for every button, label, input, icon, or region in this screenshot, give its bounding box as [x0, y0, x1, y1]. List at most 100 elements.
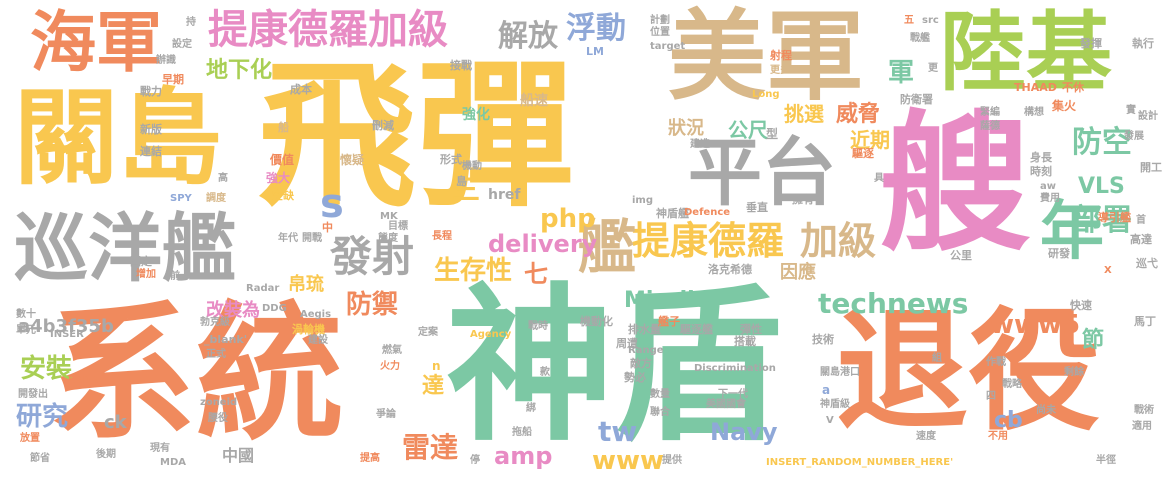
word: 戰力	[140, 85, 162, 98]
word: www	[592, 446, 665, 476]
word: MDA	[160, 457, 186, 468]
word: 節	[1082, 328, 1105, 353]
word: 浮動	[566, 11, 626, 46]
word: 彈性	[740, 323, 762, 336]
word: img	[632, 195, 654, 206]
word: 戰艦	[910, 33, 930, 44]
word: 剩餘	[1064, 367, 1084, 378]
word: 持	[186, 17, 196, 28]
word: s	[320, 181, 344, 227]
word: 排水量	[628, 323, 661, 336]
word: href	[488, 187, 521, 203]
word: 四	[986, 391, 996, 402]
word: 目標	[388, 221, 408, 232]
word: 平台	[688, 130, 836, 216]
word: a	[822, 383, 831, 397]
word: _blank'	[204, 333, 248, 346]
word: 下一代	[718, 389, 748, 400]
word: 艘	[880, 98, 1031, 272]
word: n	[432, 359, 441, 373]
word: 公里	[950, 249, 972, 262]
word: amp	[494, 442, 553, 470]
word: 組	[932, 353, 942, 364]
word: 發射	[330, 232, 415, 281]
word: 固定	[130, 255, 152, 268]
word: Missile	[624, 288, 710, 313]
word: 停	[470, 455, 480, 466]
word: 強化	[462, 107, 490, 123]
word: 聯合	[650, 407, 670, 418]
word: 船速	[520, 93, 548, 109]
word: 中國	[222, 446, 255, 465]
word: 新版	[140, 123, 162, 136]
word: 近期	[850, 128, 890, 152]
word: Aegis	[300, 309, 332, 320]
word: delivery	[488, 230, 598, 258]
word: 作戰	[986, 357, 1006, 368]
word: 馬丁	[1134, 315, 1156, 328]
word: 海軍	[30, 4, 162, 81]
word: 接戰	[450, 59, 472, 72]
word: 放置	[20, 433, 40, 444]
word: 辦識	[156, 55, 176, 66]
word: 設計	[1138, 111, 1158, 122]
word: 薩德	[980, 121, 1000, 132]
word: 洛克希德	[708, 263, 752, 276]
word: 防空	[1072, 125, 1132, 160]
word: 增加	[136, 269, 156, 280]
word: 威脅	[836, 102, 881, 127]
word: technews	[818, 287, 969, 320]
word: 空缺	[272, 189, 294, 202]
word: VLS	[1078, 174, 1125, 199]
word: 巡洋艦	[14, 206, 236, 292]
word: 費用	[1040, 193, 1060, 204]
word: 節省	[30, 453, 50, 464]
word: 調度	[206, 193, 226, 204]
word: 機動	[462, 161, 482, 172]
word: 驅逐	[852, 147, 874, 160]
word: aw	[1040, 181, 1056, 192]
word: MK	[380, 211, 398, 222]
word: ck	[104, 412, 127, 433]
word: 改裝為	[206, 300, 260, 321]
word: 研發	[1048, 247, 1070, 260]
word: target	[650, 41, 686, 52]
word: 機動化	[580, 315, 613, 328]
word: 渦輪機	[292, 323, 325, 336]
word: 形式	[440, 153, 462, 166]
word: 設定	[172, 39, 192, 50]
word: 防衛署	[900, 93, 933, 106]
word: 關島港口	[820, 367, 860, 378]
word: 具	[874, 173, 884, 184]
word: 速度	[916, 431, 936, 442]
word: 尚未	[1036, 405, 1056, 416]
word: 腰役	[208, 413, 228, 424]
word: X	[1104, 265, 1112, 276]
word: 綁	[526, 403, 536, 414]
word: 搭載	[734, 335, 756, 348]
word: 船	[278, 121, 289, 134]
word: 加級	[800, 219, 877, 263]
word: 地下化	[206, 58, 273, 83]
word: 緊編	[980, 107, 1000, 118]
word: 高	[218, 173, 228, 184]
word: 計劃	[650, 15, 670, 26]
word: 發展	[1124, 131, 1144, 142]
word: 研究	[16, 402, 69, 432]
word: 陸基	[940, 3, 1112, 103]
word: 構想	[1024, 107, 1044, 118]
word: 防禦	[346, 290, 399, 320]
word: 退役	[836, 295, 1100, 449]
word: 長程	[432, 231, 452, 242]
word: 神盾級	[820, 399, 850, 410]
word: 價值	[270, 153, 295, 167]
word: 不休	[1062, 81, 1084, 94]
word: 軍	[888, 58, 915, 88]
word: 爭論	[376, 409, 396, 420]
word: 更	[928, 63, 938, 74]
word: 巡弋	[1136, 257, 1158, 270]
word: 艦	[578, 213, 637, 281]
word: 神盾艦	[656, 207, 689, 220]
word: 實	[1126, 105, 1136, 116]
